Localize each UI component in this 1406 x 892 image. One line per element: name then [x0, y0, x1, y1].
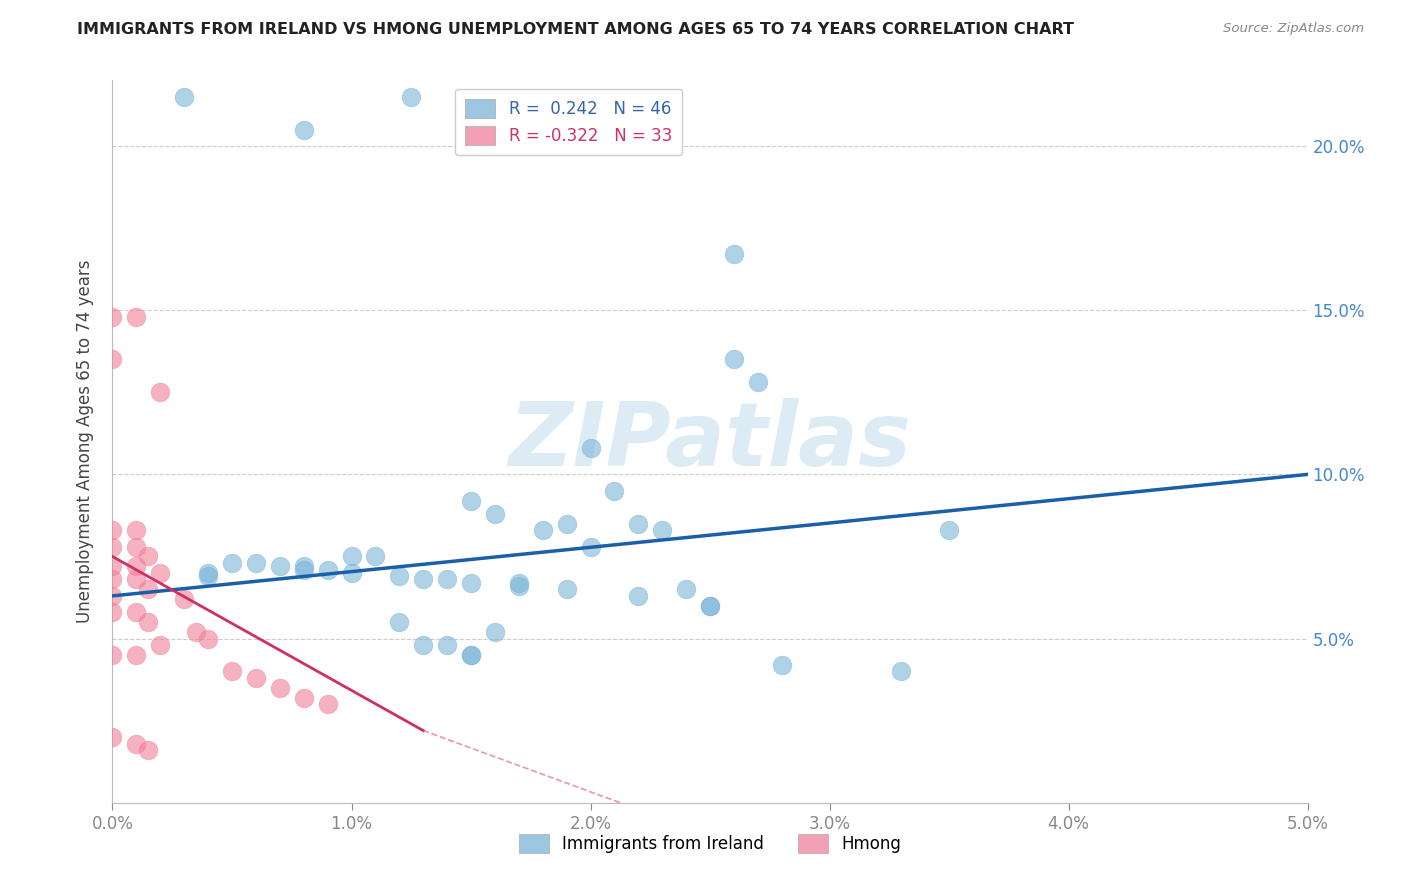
Point [460, 648, 482, 662]
Point [938, 523, 960, 537]
Point [699, 599, 721, 613]
Point [723, 247, 745, 261]
Point [292, 563, 315, 577]
Text: Source: ZipAtlas.com: Source: ZipAtlas.com [1223, 22, 1364, 36]
Point [508, 579, 530, 593]
Point [101, 573, 124, 587]
Point [460, 648, 482, 662]
Point [269, 559, 291, 574]
Point [531, 523, 554, 537]
Point [340, 549, 363, 564]
Point [101, 559, 124, 574]
Point [460, 575, 482, 590]
Point [149, 566, 172, 580]
Point [125, 737, 148, 751]
Point [173, 592, 195, 607]
Point [138, 615, 160, 630]
Point [269, 681, 291, 695]
Point [723, 352, 745, 367]
Point [221, 665, 243, 679]
Y-axis label: Unemployment Among Ages 65 to 74 years: Unemployment Among Ages 65 to 74 years [76, 260, 94, 624]
Point [412, 573, 434, 587]
Point [197, 566, 219, 580]
Legend: Immigrants from Ireland, Hmong: Immigrants from Ireland, Hmong [513, 827, 907, 860]
Point [101, 523, 124, 537]
Point [101, 605, 124, 619]
Point [173, 89, 195, 103]
Point [125, 648, 148, 662]
Point [101, 540, 124, 554]
Point [651, 523, 673, 537]
Point [484, 625, 506, 640]
Point [555, 582, 578, 597]
Point [245, 556, 267, 570]
Point [316, 698, 339, 712]
Point [125, 573, 148, 587]
Point [292, 559, 315, 574]
Text: ZIPatlas: ZIPatlas [509, 398, 911, 485]
Point [197, 569, 219, 583]
Point [125, 310, 148, 324]
Point [627, 516, 650, 531]
Point [292, 690, 315, 705]
Point [340, 566, 363, 580]
Point [125, 605, 148, 619]
Point [221, 556, 243, 570]
Point [747, 376, 769, 390]
Text: IMMIGRANTS FROM IRELAND VS HMONG UNEMPLOYMENT AMONG AGES 65 TO 74 YEARS CORRELAT: IMMIGRANTS FROM IRELAND VS HMONG UNEMPLO… [77, 22, 1074, 37]
Point [101, 730, 124, 744]
Point [627, 589, 650, 603]
Point [101, 352, 124, 367]
Point [101, 310, 124, 324]
Point [101, 648, 124, 662]
Point [460, 493, 482, 508]
Point [579, 540, 602, 554]
Point [101, 589, 124, 603]
Point [699, 599, 721, 613]
Point [245, 671, 267, 685]
Point [125, 523, 148, 537]
Point [436, 573, 458, 587]
Point [186, 625, 208, 640]
Point [292, 122, 315, 136]
Point [603, 483, 626, 498]
Point [770, 657, 793, 672]
Point [138, 743, 160, 757]
Point [316, 563, 339, 577]
Point [388, 615, 411, 630]
Point [484, 507, 506, 521]
Point [412, 638, 434, 652]
Point [890, 665, 912, 679]
Point [555, 516, 578, 531]
Point [125, 540, 148, 554]
Point [388, 569, 411, 583]
Point [436, 638, 458, 652]
Point [125, 559, 148, 574]
Point [364, 549, 387, 564]
Point [138, 582, 160, 597]
Point [149, 638, 172, 652]
Point [579, 441, 602, 455]
Point [401, 89, 423, 103]
Point [197, 632, 219, 646]
Point [149, 385, 172, 400]
Point [675, 582, 697, 597]
Point [508, 575, 530, 590]
Point [138, 549, 160, 564]
